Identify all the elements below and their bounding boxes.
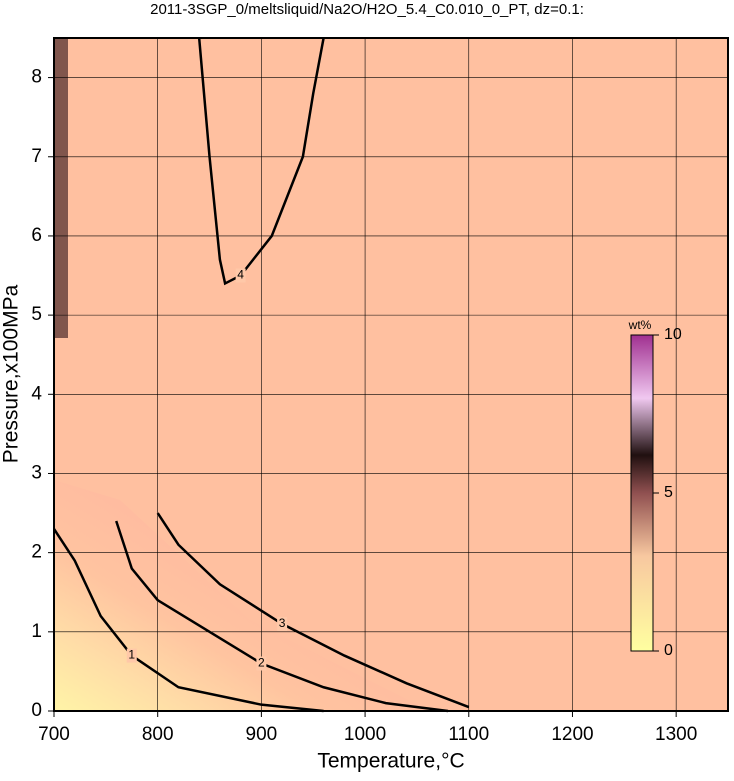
contour-label: 1 (128, 648, 135, 662)
y-tick-label: 3 (31, 462, 42, 483)
contour-label: 4 (237, 268, 244, 282)
low-region (54, 480, 430, 711)
y-tick-label: 5 (31, 304, 42, 325)
x-tick-label: 1000 (344, 724, 386, 745)
contour-label-bg (235, 268, 246, 283)
y-tick-label: 0 (31, 700, 42, 721)
y-tick-label: 7 (31, 146, 42, 167)
y-axis-label: Pressure,x100MPa (0, 284, 23, 463)
x-tick-label: 1300 (655, 724, 697, 745)
high-region (54, 38, 68, 338)
contour-label: 2 (258, 656, 265, 670)
y-tick-label: 4 (31, 383, 42, 404)
x-axis-label: Temperature,°C (317, 750, 464, 773)
colorbar-tick-label: 10 (664, 326, 682, 343)
chart-title: 2011-3SGP_0/meltsliquid/Na2O/H2O_5.4_C0.… (150, 1, 584, 18)
y-tick-label: 1 (31, 621, 42, 642)
contour-label-bg (126, 648, 137, 663)
y-tick-label: 8 (31, 67, 42, 88)
contour-label-bg (256, 656, 267, 671)
colorbar-label: wt% (628, 318, 652, 332)
plot-frame (53, 37, 729, 712)
contour-label-bg (277, 616, 288, 631)
colorbar-tick-label: 0 (664, 642, 673, 659)
colorbar (630, 334, 654, 652)
x-tick-label: 700 (38, 724, 70, 745)
contour-line (115, 520, 449, 713)
colorbar-tick-label: 5 (664, 484, 673, 501)
contour-label: 3 (279, 616, 286, 630)
x-tick-label: 1100 (448, 724, 489, 745)
x-tick-label: 800 (142, 724, 174, 745)
x-tick-label: 1200 (551, 724, 593, 745)
y-tick-label: 6 (31, 225, 42, 246)
x-tick-label: 900 (246, 724, 278, 745)
y-tick-label: 2 (31, 542, 42, 563)
